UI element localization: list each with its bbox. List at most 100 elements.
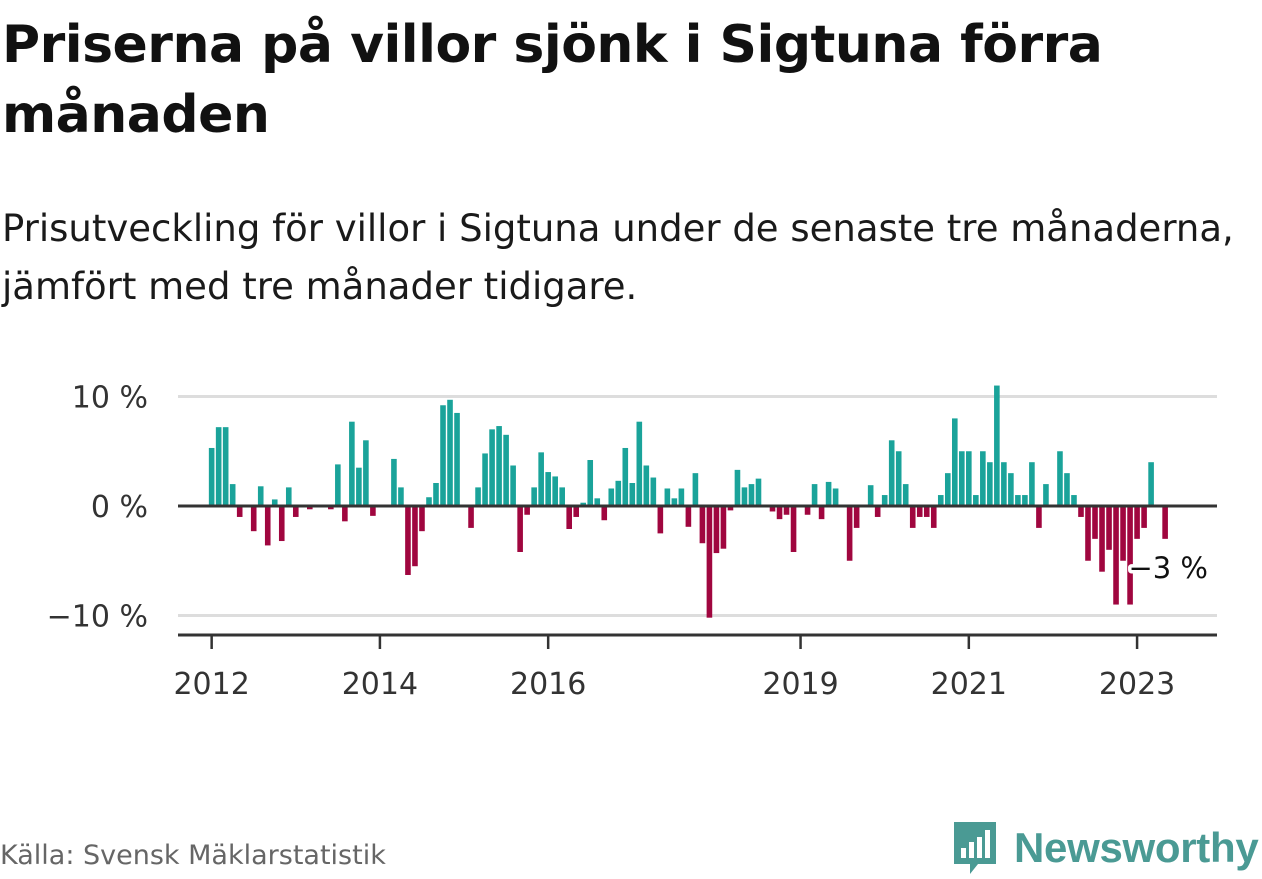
bar <box>601 506 608 521</box>
bar <box>538 452 544 507</box>
bar <box>629 483 636 506</box>
bar <box>208 447 215 506</box>
bar <box>1120 506 1126 561</box>
bar <box>285 487 292 506</box>
bar <box>524 506 530 515</box>
bar <box>1029 462 1035 506</box>
bar <box>902 484 909 506</box>
bar <box>531 487 537 506</box>
newsworthy-logo-icon <box>954 822 996 874</box>
bar <box>215 427 222 506</box>
bar <box>685 506 692 527</box>
bar <box>937 495 944 506</box>
bar <box>748 484 755 506</box>
bar <box>944 473 951 506</box>
bar <box>356 467 362 506</box>
bar <box>1015 495 1021 506</box>
bar <box>783 506 790 515</box>
bar <box>328 506 334 510</box>
bar <box>706 506 713 618</box>
bar <box>468 506 474 528</box>
annotations: −3 % <box>1125 548 1212 589</box>
bar <box>447 399 453 506</box>
bar <box>398 487 404 506</box>
bar <box>433 483 439 506</box>
bar <box>1064 473 1070 506</box>
bar <box>475 487 481 506</box>
bar <box>895 451 902 506</box>
bar <box>952 418 958 506</box>
bar <box>517 506 523 552</box>
bar <box>1008 473 1014 506</box>
bar <box>1148 462 1154 506</box>
bar <box>825 481 832 506</box>
bar <box>1022 495 1028 506</box>
bar <box>1099 506 1105 572</box>
bar <box>994 385 1000 506</box>
x-tick-label: 2016 <box>510 667 586 700</box>
bar <box>650 477 657 506</box>
bar <box>874 506 881 517</box>
bar <box>594 498 601 506</box>
bar <box>713 506 720 554</box>
bar <box>566 506 572 529</box>
bar <box>405 506 411 575</box>
bar <box>909 506 916 528</box>
bar <box>790 506 797 552</box>
bar <box>973 495 979 506</box>
bar <box>776 506 783 520</box>
bar <box>1134 506 1140 539</box>
bar <box>1092 506 1098 539</box>
bar <box>608 488 615 506</box>
bar <box>349 421 355 506</box>
bar <box>552 476 558 507</box>
bar <box>980 451 986 506</box>
bar <box>804 506 811 515</box>
bar <box>1141 506 1147 528</box>
bar <box>580 502 587 506</box>
bar <box>573 506 580 517</box>
bar <box>966 451 972 506</box>
bar <box>496 426 502 506</box>
logo-text: Newsworthy <box>1014 824 1259 871</box>
bar <box>769 506 776 512</box>
source-note: Källa: Svensk Mäklarstatistik <box>0 840 386 871</box>
chart-subtitle: Prisutveckling för villor i Sigtuna unde… <box>2 207 1234 308</box>
bar-chart: 10 % 0 % −10 % 2012 2014 2016 2019 2021 2023 −3… <box>47 381 1217 700</box>
bar <box>1043 484 1049 506</box>
x-tick-label: 2012 <box>173 667 249 700</box>
bar <box>391 458 397 506</box>
bar <box>412 506 418 567</box>
bar <box>271 499 278 506</box>
bar <box>923 506 930 517</box>
bar <box>1071 495 1077 506</box>
bar <box>264 506 271 546</box>
bar <box>545 472 551 507</box>
bar <box>510 465 516 507</box>
bar <box>342 506 348 522</box>
bar <box>419 506 425 532</box>
x-axis-labels: 2012 2014 2016 2019 2021 2023 <box>173 667 1175 700</box>
bar <box>657 506 664 534</box>
bar <box>1162 506 1168 539</box>
bar <box>363 440 369 506</box>
gridlines <box>178 395 1217 617</box>
bar <box>959 451 965 506</box>
bar <box>678 488 685 506</box>
y-tick-label: −10 % <box>47 600 148 635</box>
bar <box>489 429 495 506</box>
bar <box>853 506 860 528</box>
bar <box>818 506 825 520</box>
bar <box>1127 506 1133 605</box>
chart-title: Priserna på villor sjönk i Sigtuna förra… <box>2 15 1103 145</box>
axes <box>178 504 1217 649</box>
bar <box>1001 462 1007 506</box>
y-tick-label: 10 % <box>72 381 148 416</box>
bar <box>1106 506 1112 550</box>
bar <box>1057 451 1063 506</box>
bar <box>454 412 460 506</box>
bar <box>1036 506 1042 528</box>
bar <box>335 464 341 506</box>
bar <box>930 506 937 528</box>
bar <box>482 453 488 506</box>
